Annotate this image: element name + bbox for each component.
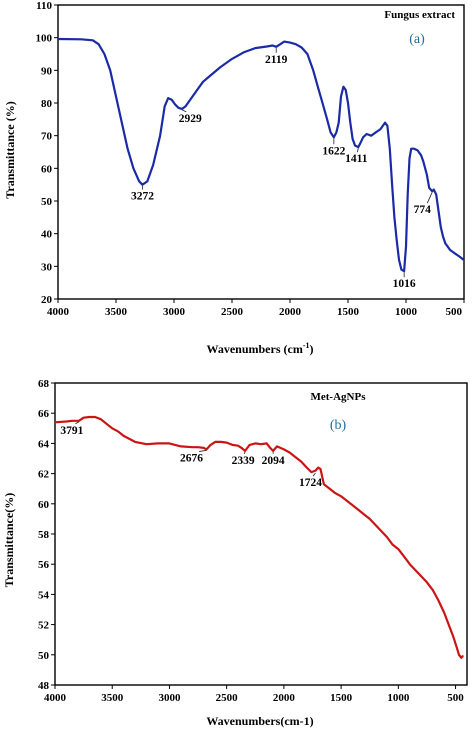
y-tick-label: 68: [38, 378, 50, 390]
annotation-leader: [426, 192, 433, 204]
panel-a-plot-frame: [57, 4, 465, 300]
y-tick-label: 70: [41, 131, 53, 143]
annotation-leader: [312, 472, 316, 477]
y-tick-label: 64: [38, 438, 50, 450]
y-tick-label: 58: [38, 529, 50, 541]
x-tick-label: 2500: [216, 692, 239, 704]
panel-a-series: [57, 37, 465, 273]
x-tick-label: 1000: [387, 692, 410, 704]
panel-b-xlabel: Wavenumbers(cm-1): [206, 714, 313, 728]
x-tick-label: 3000: [163, 306, 186, 318]
peak-annotation: 3791: [60, 425, 83, 437]
peak-annotation: 2119: [265, 54, 288, 66]
panel-a-legend: Fungus extract: [384, 9, 455, 21]
peak-annotation: 2339: [232, 455, 255, 467]
panel-a-axes: 4000 3500 3000 2500 2000 1500 1000 500 20 30 40 50 6…: [36, 0, 465, 318]
y-tick-label: 90: [41, 65, 53, 77]
x-tick-label: 2500: [221, 306, 244, 318]
y-tick-label: 62: [38, 469, 50, 481]
y-tick-label: 50: [38, 650, 50, 662]
annotation-leader: [75, 421, 80, 425]
x-tick-label: 2000: [279, 306, 302, 318]
panel-a-label: (a): [409, 32, 425, 47]
x-tick-label: 500: [447, 692, 464, 704]
y-tick-label: 50: [41, 196, 53, 208]
peak-annotation: 774: [414, 204, 432, 216]
panel-b-series-line: [54, 415, 464, 659]
x-tick-label: 1500: [330, 692, 353, 704]
y-tick-label: 40: [41, 229, 53, 241]
y-tick-label: 54: [38, 589, 50, 601]
panel-b-axes: 4000 3500 3000 2500 2000 1500 1000 500 48 50 52 54 5…: [38, 378, 468, 704]
x-tick-label: 2000: [273, 692, 296, 704]
peak-annotation: 1724: [299, 477, 322, 489]
annotation-leader: [198, 450, 207, 452]
peak-annotation: 3272: [131, 191, 154, 203]
y-tick-label: 110: [36, 0, 52, 12]
x-tick-label: 500: [446, 306, 463, 318]
x-tick-label: 3000: [158, 692, 181, 704]
panel-b-plot-frame: [54, 382, 468, 686]
x-tick-label: 1000: [395, 306, 418, 318]
panel-a-fungus-extract: 4000 3500 3000 2500 2000 1500 1000 500 20 30 40 50 6…: [3, 0, 465, 356]
peak-annotation: 2094: [262, 455, 285, 467]
panel-b-legend: Met-AgNPs: [311, 391, 367, 403]
y-tick-label: 60: [38, 499, 50, 511]
x-tick-label: 4000: [44, 692, 67, 704]
y-tick-label: 20: [41, 294, 53, 306]
panel-a-ylabel: Transmittance (%): [3, 101, 17, 198]
panel-b-series: [54, 415, 464, 659]
y-tick-label: 56: [38, 559, 50, 571]
panel-a-series-line: [57, 37, 465, 273]
x-tick-label: 3500: [105, 306, 128, 318]
annotation-leader: [182, 109, 187, 113]
y-tick-label: 100: [36, 33, 53, 45]
panel-a-xlabel: Wavenumbers (cm-1): [207, 341, 314, 356]
panel-b-met-agnps: 4000 3500 3000 2500 2000 1500 1000 500 48 50 52 54 5…: [2, 378, 468, 728]
annotation-leader: [243, 451, 246, 455]
peak-annotation: 2929: [179, 113, 202, 125]
y-tick-label: 52: [38, 620, 50, 632]
panel-b-label: (b): [330, 418, 347, 433]
x-tick-label: 3500: [101, 692, 124, 704]
x-tick-label: 1500: [337, 306, 360, 318]
y-tick-label: 60: [41, 163, 53, 175]
y-tick-label: 30: [41, 261, 53, 273]
y-tick-label: 48: [38, 680, 50, 692]
peak-annotation: 1016: [393, 278, 416, 290]
peak-annotation: 1622: [322, 145, 345, 157]
panel-b-ylabel: Transmittance(%): [2, 493, 16, 587]
panel-b-annotations: 3791 2676 2339 2094 1724: [60, 421, 322, 489]
peak-annotation: 2676: [180, 452, 203, 464]
y-tick-label: 66: [38, 408, 50, 420]
annotation-leader: [356, 148, 359, 153]
y-tick-label: 80: [41, 98, 53, 110]
x-tick-label: 4000: [47, 306, 70, 318]
peak-annotation: 1411: [345, 153, 368, 165]
